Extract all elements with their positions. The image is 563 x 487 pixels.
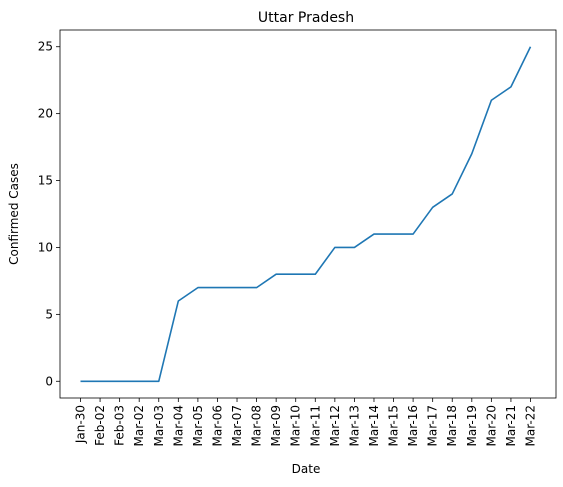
x-tick-label: Mar-08: [250, 405, 264, 446]
x-tick-label: Mar-18: [445, 405, 459, 446]
x-tick-label: Mar-16: [406, 405, 420, 446]
x-tick-label: Mar-20: [484, 405, 498, 446]
x-tick-label: Feb-02: [93, 405, 107, 446]
x-tick-label: Mar-09: [269, 405, 283, 446]
x-tick-label: Mar-12: [328, 405, 342, 446]
x-axis: Jan-30 Feb-02 Feb-03 Mar-02 Mar-03 Mar-04 Mar-…: [74, 398, 538, 446]
x-tick-label: Mar-13: [347, 405, 361, 446]
y-tick-label: 10: [38, 240, 53, 254]
y-tick-label: 15: [38, 174, 53, 188]
y-axis: 0 5 10 15 20 25: [38, 40, 60, 388]
x-tick-label: Feb-03: [113, 405, 127, 446]
x-axis-label: Date: [292, 462, 321, 476]
x-tick-label: Mar-05: [191, 405, 205, 446]
x-tick-label: Mar-03: [152, 405, 166, 446]
x-tick-label: Mar-07: [230, 405, 244, 446]
x-tick-label: Mar-21: [504, 405, 518, 446]
y-tick-label: 20: [38, 107, 53, 121]
x-tick-label: Mar-15: [387, 405, 401, 446]
x-tick-label: Jan-30: [74, 405, 88, 444]
x-tick-label: Mar-11: [308, 405, 322, 446]
x-tick-label: Mar-10: [289, 405, 303, 446]
x-tick-label: Mar-02: [132, 405, 146, 446]
y-axis-label: Confirmed Cases: [7, 163, 21, 265]
x-tick-label: Mar-04: [171, 405, 185, 446]
x-tick-label: Mar-17: [426, 405, 440, 446]
plot-area: [59, 29, 557, 399]
x-tick-label: Mar-19: [465, 405, 479, 446]
x-tick-label: Mar-14: [367, 405, 381, 446]
y-tick-label: 0: [45, 374, 53, 388]
chart-title: Uttar Pradesh: [258, 10, 354, 26]
series-line: [80, 46, 532, 383]
x-tick-label: Mar-22: [524, 405, 538, 446]
y-tick-label: 25: [38, 40, 53, 54]
y-tick-label: 5: [45, 307, 53, 321]
x-tick-label: Mar-06: [210, 405, 224, 446]
